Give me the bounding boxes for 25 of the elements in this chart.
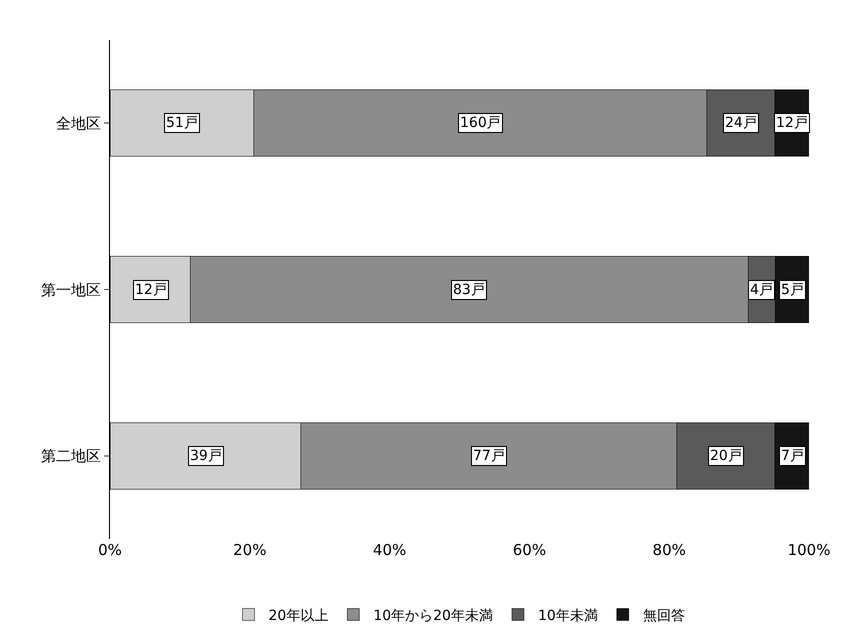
x-tick-label: 20%	[233, 541, 266, 559]
legend-label: 10年から20年未満	[373, 608, 493, 624]
annotation: 39戸	[190, 448, 222, 464]
annotation: 77戸	[473, 448, 505, 464]
y-tick-label: 第一地区	[41, 280, 101, 299]
x-tick-label: 80%	[652, 541, 686, 559]
annotation: 12戸	[135, 282, 167, 298]
legend-label: 無回答	[642, 608, 685, 624]
annotation: 51戸	[166, 115, 198, 131]
annotation: 5戸	[781, 282, 804, 298]
annotation: 12戸	[776, 115, 808, 131]
x-tick-label: 60%	[512, 541, 546, 559]
x-tick-label: 0%	[98, 541, 122, 559]
annotation: 160戸	[460, 115, 501, 131]
y-tick-label: 第二地区	[41, 447, 101, 466]
y-tick-label: 全地区	[56, 114, 101, 132]
legend-label: 10年未満	[538, 608, 598, 624]
legend-label: 20年以上	[268, 608, 328, 624]
x-tick-label: 40%	[372, 541, 406, 559]
annotation: 24戸	[725, 115, 757, 131]
x-tick-label: 100%	[788, 541, 830, 559]
annotation: 83戸	[453, 282, 485, 298]
annotation: 20戸	[710, 448, 742, 464]
annotation: 4戸	[750, 282, 773, 298]
annotation: 7戸	[781, 448, 804, 464]
